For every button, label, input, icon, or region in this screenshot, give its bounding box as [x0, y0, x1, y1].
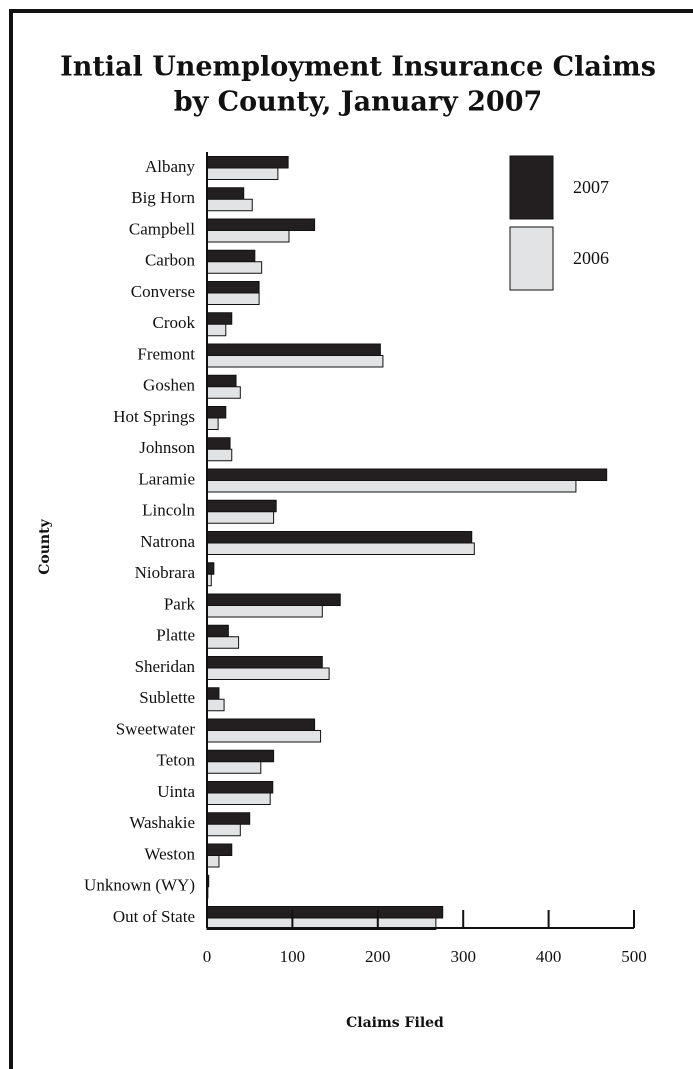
bar: [206, 667, 330, 680]
bar: [206, 749, 275, 763]
x-tick-label: 400: [536, 947, 562, 966]
y-tick-label: Teton: [157, 751, 196, 770]
y-tick-label: Big Horn: [131, 188, 195, 207]
y-tick-label: Hot Springs: [113, 407, 195, 426]
bar: [206, 249, 256, 263]
bar: [206, 187, 245, 200]
y-tick-label: Park: [164, 594, 196, 613]
y-tick-label: Carbon: [145, 251, 196, 270]
bar: [206, 511, 275, 524]
bar: [206, 605, 323, 618]
bar: [206, 167, 279, 180]
y-tick-label: Fremont: [137, 344, 195, 363]
bar: [206, 198, 253, 212]
x-tick-label: 500: [621, 947, 647, 966]
y-tick-label: Converse: [131, 282, 195, 301]
y-tick-label: Goshen: [143, 376, 195, 395]
bar: [206, 448, 233, 462]
legend-swatch: [509, 155, 554, 220]
bar: [206, 386, 241, 399]
legend-label: 2007: [573, 177, 609, 197]
bar: [206, 792, 271, 805]
bar: [206, 843, 233, 856]
bar: [206, 698, 225, 712]
x-tick-label: 300: [450, 947, 476, 966]
y-axis-label: County: [37, 518, 53, 574]
bar: [206, 823, 241, 837]
bar: [206, 656, 323, 669]
y-tick-label: Crook: [153, 313, 196, 332]
y-tick-label: Sublette: [139, 688, 195, 707]
y-tick-label: Uinta: [157, 782, 195, 801]
bar: [206, 499, 277, 513]
bar: [206, 730, 322, 743]
bar: [206, 312, 233, 325]
x-tick-label: 200: [365, 947, 391, 966]
bar: [206, 480, 577, 493]
y-tick-label: Unknown (WY): [84, 876, 195, 895]
y-tick-label: Sheridan: [135, 657, 196, 676]
bar: [206, 323, 227, 337]
bar: [206, 437, 231, 450]
y-tick-label: Lincoln: [142, 501, 195, 520]
bar: [206, 230, 290, 243]
y-tick-label: Natrona: [140, 532, 195, 551]
y-tick-label: Washakie: [129, 813, 195, 832]
chart-title: Intial Unemployment Insurance Claims: [60, 52, 656, 83]
bar: [206, 593, 341, 606]
x-axis-label: Claims Filed: [346, 1015, 444, 1031]
bar: [206, 687, 220, 700]
y-tick-label: Out of State: [113, 907, 195, 926]
chart-title: by County, January 2007: [174, 87, 543, 118]
legend-label: 2006: [573, 248, 609, 268]
bar: [206, 761, 262, 774]
bar: [206, 812, 251, 825]
y-tick-label: Albany: [145, 157, 196, 176]
x-tick-label: 100: [280, 947, 306, 966]
bar: [206, 343, 381, 356]
bar: [206, 855, 220, 868]
bar: [206, 281, 260, 294]
y-tick-label: Platte: [156, 626, 195, 645]
bar: [206, 218, 316, 231]
y-tick-label: Campbell: [129, 219, 195, 238]
bar: [206, 718, 316, 731]
bar: [206, 468, 608, 481]
bar: [206, 781, 274, 794]
bar: [206, 624, 229, 638]
y-tick-label: Weston: [144, 844, 195, 863]
bar: [206, 417, 219, 430]
x-tick-label: 0: [203, 947, 212, 966]
bar: [206, 355, 384, 368]
bar: [206, 261, 263, 274]
y-tick-label: Niobrara: [135, 563, 196, 582]
legend-swatch: [509, 226, 554, 291]
bar: [206, 156, 289, 169]
y-tick-label: Laramie: [138, 469, 195, 488]
bar: [206, 906, 444, 919]
bar: [206, 406, 227, 419]
bar: [206, 542, 475, 555]
bar: [206, 531, 473, 544]
bar: [206, 562, 215, 575]
bar: [206, 636, 240, 649]
bar: [206, 292, 260, 305]
bar: [206, 374, 237, 388]
y-tick-label: Johnson: [139, 438, 195, 457]
y-tick-label: Sweetwater: [116, 719, 196, 738]
